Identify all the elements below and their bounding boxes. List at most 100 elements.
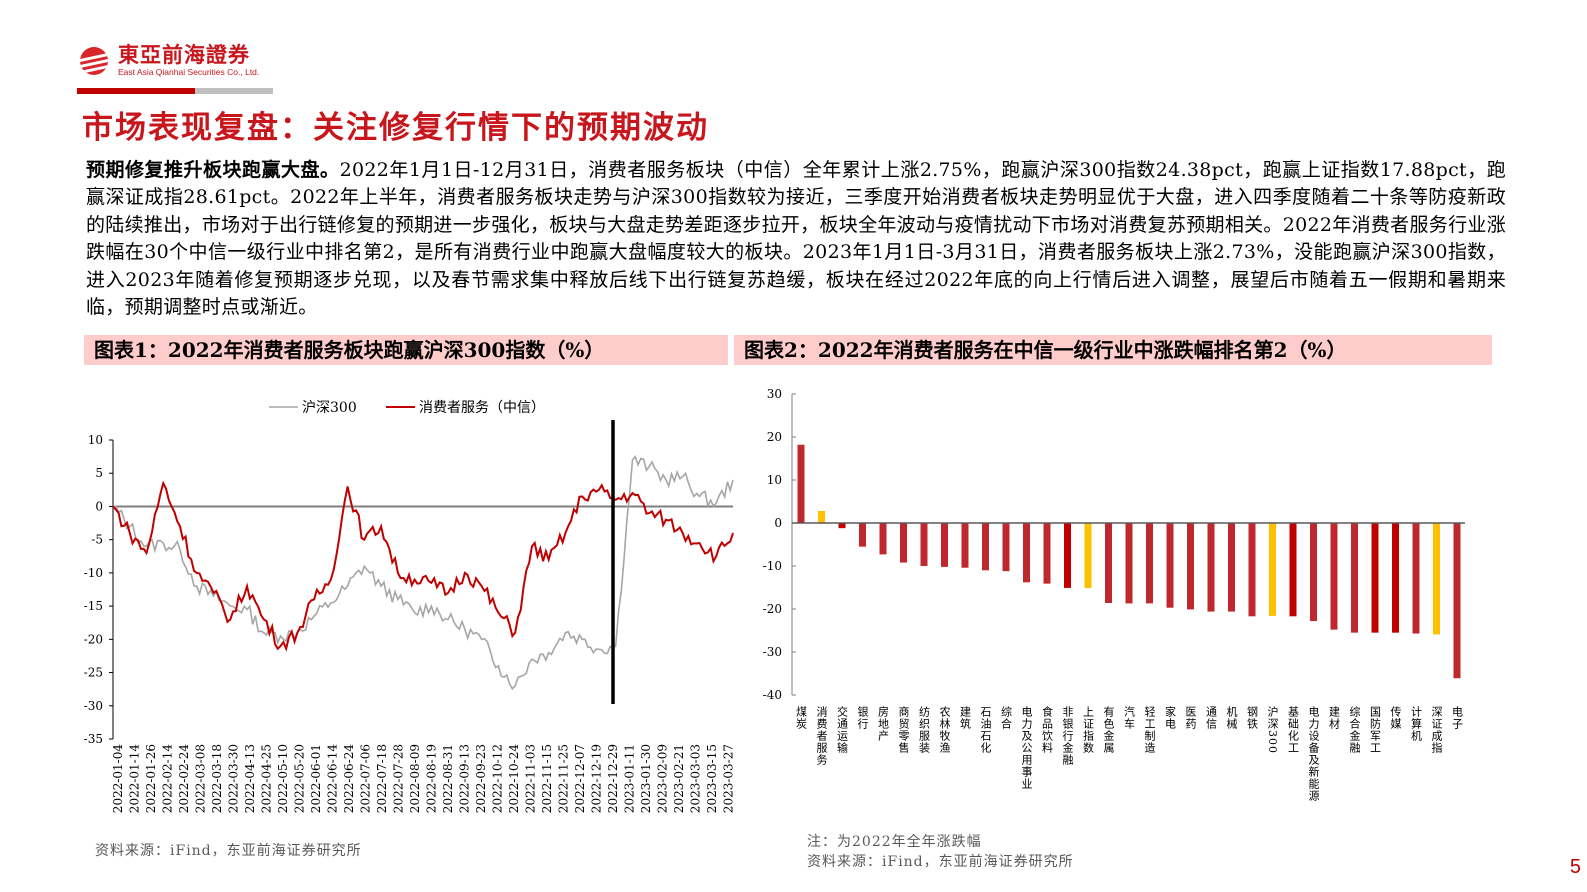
bar (1043, 523, 1051, 584)
y-tick-label: -10 (763, 559, 782, 573)
bar (900, 523, 907, 563)
x-category-label: 上证指数 (1082, 706, 1095, 754)
x-tick-label: 2022-03-18 (210, 744, 224, 813)
x-category-label: 电力设备及新能源 (1307, 706, 1320, 802)
legend-label-consumer: 消费者服务（中信） (419, 400, 545, 416)
x-category-label: 综合 (1000, 705, 1013, 730)
y-tick-label: -15 (84, 599, 103, 613)
bar (920, 523, 928, 566)
x-tick-label: 2022-11-15 (540, 744, 554, 813)
x-category-label: 传媒 (1389, 706, 1402, 730)
x-category-label: 国防军工 (1369, 706, 1382, 754)
bar (982, 523, 989, 571)
y-tick-label: -5 (91, 533, 103, 547)
x-tick-label: 2022-12-29 (606, 744, 620, 813)
y-tick-label: -20 (84, 632, 103, 646)
x-tick-label: 2022-04-13 (243, 744, 257, 813)
bar (818, 510, 825, 523)
x-category-label: 煤炭 (795, 706, 808, 730)
y-tick-label: 5 (95, 466, 103, 480)
bar (1125, 523, 1133, 604)
x-tick-label: 2022-06-24 (342, 744, 356, 814)
x-tick-label: 2022-03-08 (194, 744, 208, 813)
x-tick-label: 2022-05-20 (293, 744, 307, 813)
x-tick-label: 2022-01-26 (144, 744, 158, 813)
y-tick-label: -20 (763, 602, 782, 616)
x-tick-label: 2023-02-21 (672, 744, 686, 813)
x-tick-label: 2022-11-03 (524, 744, 538, 813)
body-paragraph: 预期修复推升板块跑赢大盘。2022年1月1日-12月31日，消费者服务板块（中信… (86, 157, 1506, 321)
y-tick-label: -35 (84, 732, 103, 746)
bar (1351, 523, 1358, 633)
header-divider (77, 88, 273, 94)
bar (1002, 523, 1010, 572)
x-tick-label: 2022-07-28 (392, 744, 406, 813)
bar (1248, 523, 1256, 617)
figure1-title: 图表1：2022年消费者服务板块跑赢沪深300指数（%） (84, 335, 728, 365)
x-category-label: 电力及公用事业 (1020, 706, 1033, 790)
bar (879, 523, 887, 555)
x-category-label: 建筑 (959, 705, 972, 730)
x-tick-label: 2022-07-06 (359, 744, 373, 813)
bar (1433, 523, 1440, 635)
x-category-label: 深证成指 (1430, 706, 1443, 754)
bar (1228, 523, 1235, 612)
logo-name-cn: 東亞前海證券 (118, 43, 250, 67)
x-tick-label: 2022-10-24 (507, 744, 521, 814)
x-tick-label: 2022-05-10 (276, 744, 290, 813)
x-category-label: 消费者服务 (815, 705, 828, 766)
y-tick-label: -40 (763, 688, 782, 702)
x-category-label: 医药 (1184, 706, 1197, 730)
y-tick-label: 10 (767, 473, 782, 487)
y-tick-label: -25 (84, 666, 103, 680)
y-tick-label: 20 (767, 430, 782, 444)
x-category-label: 计算机 (1410, 706, 1423, 742)
paragraph-body: 2022年1月1日-12月31日，消费者服务板块（中信）全年累计上涨2.75%，… (86, 159, 1507, 319)
bar (1105, 523, 1112, 603)
page-title: 市场表现复盘：关注修复行情下的预期波动 (82, 110, 709, 146)
x-tick-label: 2022-11-25 (557, 744, 571, 813)
x-category-label: 机械 (1225, 705, 1238, 730)
x-category-label: 汽车 (1123, 705, 1136, 730)
x-tick-label: 2022-04-25 (260, 744, 274, 813)
x-category-label: 银行 (856, 705, 869, 730)
x-tick-label: 2022-01-14 (128, 744, 142, 814)
bar (1023, 523, 1030, 583)
x-category-label: 非银行金融 (1061, 706, 1074, 766)
x-category-label: 轻工制造 (1143, 705, 1156, 754)
x-category-label: 商贸零售 (897, 705, 910, 754)
y-tick-label: -30 (763, 645, 782, 659)
y-tick-label: 30 (767, 387, 782, 401)
x-tick-label: 2022-08-09 (408, 744, 422, 813)
x-tick-label: 2023-01-11 (623, 744, 637, 813)
x-tick-label: 2022-08-19 (425, 744, 439, 813)
bar (1371, 523, 1379, 633)
y-tick-label: -10 (84, 566, 103, 580)
x-tick-label: 2023-03-27 (722, 744, 736, 813)
bar (1207, 523, 1215, 612)
x-category-label: 农林牧渔 (938, 705, 951, 754)
page-number: 5 (1569, 856, 1581, 878)
series-line-1 (112, 480, 734, 652)
x-tick-label: 2022-09-23 (474, 744, 488, 813)
x-tick-label: 2022-06-01 (309, 744, 323, 813)
bar (1146, 523, 1153, 604)
x-category-label: 电子 (1451, 706, 1464, 730)
x-category-label: 建材 (1328, 705, 1341, 730)
figure1-source: 资料来源：iFind，东亚前海证券研究所 (95, 843, 362, 859)
bar (1166, 523, 1174, 608)
series-line-0 (112, 454, 734, 691)
figure2-title: 图表2：2022年消费者服务在中信一级行业中涨跌幅排名第2（%） (734, 335, 1492, 365)
x-category-label: 石油石化 (979, 706, 992, 754)
x-tick-label: 2022-08-31 (441, 744, 455, 813)
x-category-label: 家电 (1164, 705, 1177, 730)
bar (961, 523, 969, 568)
bar (1289, 523, 1297, 617)
x-tick-label: 2022-12-19 (590, 744, 604, 813)
x-tick-label: 2022-02-24 (177, 744, 191, 814)
x-tick-label: 2022-09-13 (458, 744, 472, 813)
x-category-label: 综合金融 (1348, 705, 1361, 754)
bar (1453, 523, 1461, 679)
x-category-label: 基础化工 (1287, 706, 1300, 754)
x-category-label: 通信 (1205, 706, 1218, 730)
